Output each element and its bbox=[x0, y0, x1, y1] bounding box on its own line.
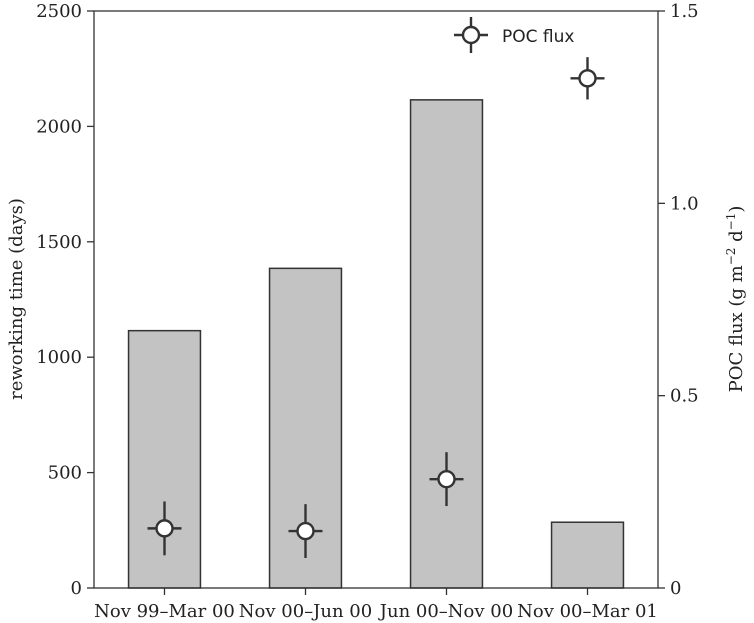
left-axis-title: reworking time (days) bbox=[6, 198, 27, 400]
bar-4 bbox=[550, 521, 625, 589]
axes-layer bbox=[93, 10, 659, 589]
x-tick-label-2: Nov 00–Jun 00 bbox=[239, 601, 372, 622]
x-tick-label-4: Nov 00–Mar 01 bbox=[517, 601, 658, 622]
left-tick-label-1000: 1000 bbox=[36, 347, 82, 368]
poc-flux-point-2-marker bbox=[296, 521, 315, 541]
poc-flux-points bbox=[147, 57, 605, 558]
legend-marker bbox=[454, 17, 488, 53]
left-tick-label-2500: 2500 bbox=[36, 1, 82, 22]
right-axis-title-end: ) bbox=[726, 206, 747, 213]
poc-flux-point-3-marker bbox=[437, 469, 456, 489]
right-axis-title-sup1: −2 bbox=[724, 248, 738, 266]
plot-frame bbox=[93, 10, 659, 589]
poc-flux-point-3 bbox=[429, 452, 464, 507]
right-axis-title-mid: d bbox=[726, 230, 747, 247]
x-tick-label-1: Nov 99–Mar 00 bbox=[94, 601, 235, 622]
right-axis-ticks: 0 0.5 1.0 1.5 bbox=[658, 1, 699, 599]
right-tick-label-0: 0 bbox=[670, 578, 681, 599]
left-tick-label-2000: 2000 bbox=[36, 116, 82, 137]
poc-flux-point-1 bbox=[147, 501, 182, 556]
right-tick-label-1: 0.5 bbox=[670, 386, 699, 407]
left-axis-ticks: 0 500 1000 1500 2000 2500 bbox=[36, 1, 94, 599]
left-tick-label-1500: 1500 bbox=[36, 232, 82, 253]
right-tick-label-3: 1.5 bbox=[670, 1, 699, 22]
legend-poc-flux bbox=[454, 17, 488, 53]
bars-layer bbox=[127, 99, 625, 589]
poc-flux-point-4 bbox=[570, 57, 605, 100]
bar-3 bbox=[409, 99, 484, 589]
poc-flux-point-2 bbox=[288, 504, 323, 558]
right-axis-title-main: POC flux (g m bbox=[726, 265, 747, 392]
legend: POC flux bbox=[454, 17, 574, 53]
right-axis-title-sup2: −1 bbox=[724, 213, 738, 231]
left-tick-label-500: 500 bbox=[48, 463, 82, 484]
x-axis-ticks: Nov 99–Mar 00 Nov 00–Jun 00 Jun 00–Nov 00 N… bbox=[94, 588, 658, 622]
right-tick-label-2: 1.0 bbox=[670, 193, 699, 214]
left-tick-label-0: 0 bbox=[71, 578, 82, 599]
poc-flux-point-1-marker bbox=[155, 519, 174, 538]
poc-flux-point-4-marker bbox=[578, 69, 597, 88]
legend-label: POC flux bbox=[502, 27, 574, 47]
x-tick-label-3: Jun 00–Nov 00 bbox=[378, 601, 513, 622]
legend-poc-flux-marker bbox=[461, 25, 481, 45]
right-axis-title: POC flux (g m−2 d−1) bbox=[724, 206, 747, 393]
